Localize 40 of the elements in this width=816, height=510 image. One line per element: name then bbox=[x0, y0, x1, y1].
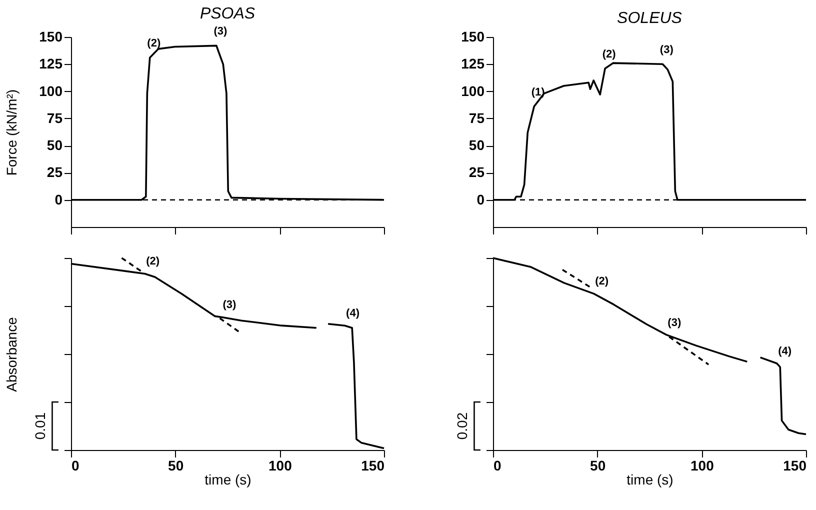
annotation: (4) bbox=[346, 308, 360, 320]
y-tick-label: 0 bbox=[54, 191, 63, 208]
y-tick-label: 125 bbox=[461, 56, 485, 72]
chart-title: PSOAS bbox=[200, 6, 256, 23]
x-tick-label: 0 bbox=[494, 458, 502, 474]
y-tick-label: 25 bbox=[46, 164, 63, 180]
y-tick-label: 125 bbox=[39, 56, 63, 72]
y-tick-label: 50 bbox=[468, 137, 485, 154]
y-tick-label: 25 bbox=[468, 164, 485, 180]
annotation: (4) bbox=[778, 345, 792, 358]
x-tick-label: 0 bbox=[72, 458, 80, 474]
text: 0.01 bbox=[32, 412, 48, 440]
x-axis-title: time (s) bbox=[204, 472, 252, 488]
x-tick-label: 100 bbox=[690, 458, 714, 474]
x-axis-title: time (s) bbox=[626, 472, 674, 488]
annotation: (3) bbox=[222, 299, 237, 312]
y-tick-label: 100 bbox=[39, 82, 63, 99]
annotation: (2) bbox=[595, 276, 609, 288]
y-tick-label: 75 bbox=[468, 110, 485, 126]
annotation: (2) bbox=[146, 256, 160, 268]
annotation: (3) bbox=[668, 316, 682, 329]
y-tick-label: 100 bbox=[461, 82, 485, 99]
annotation: (2) bbox=[147, 38, 161, 50]
x-tick-label: 100 bbox=[268, 458, 292, 474]
text: 0.02 bbox=[454, 412, 470, 440]
x-tick-label: 150 bbox=[361, 458, 385, 474]
chart-title: SOLEUS bbox=[617, 10, 682, 27]
y-axis-title: Force (kN/m²) bbox=[4, 89, 20, 176]
annotation: (3) bbox=[660, 44, 674, 56]
y-tick-label: 0 bbox=[476, 191, 485, 208]
x-tick-label: 50 bbox=[590, 458, 606, 474]
annotation: (3) bbox=[214, 26, 228, 38]
y-tick-label: 75 bbox=[46, 110, 63, 126]
y-tick-label: 50 bbox=[46, 137, 63, 154]
x-tick-label: 150 bbox=[783, 458, 807, 474]
y-axis-title: Absorbance bbox=[4, 316, 20, 392]
annotation: (2) bbox=[602, 48, 616, 60]
y-tick-label: 150 bbox=[39, 28, 63, 44]
x-tick-label: 50 bbox=[168, 458, 184, 474]
y-tick-label: 150 bbox=[461, 28, 485, 44]
